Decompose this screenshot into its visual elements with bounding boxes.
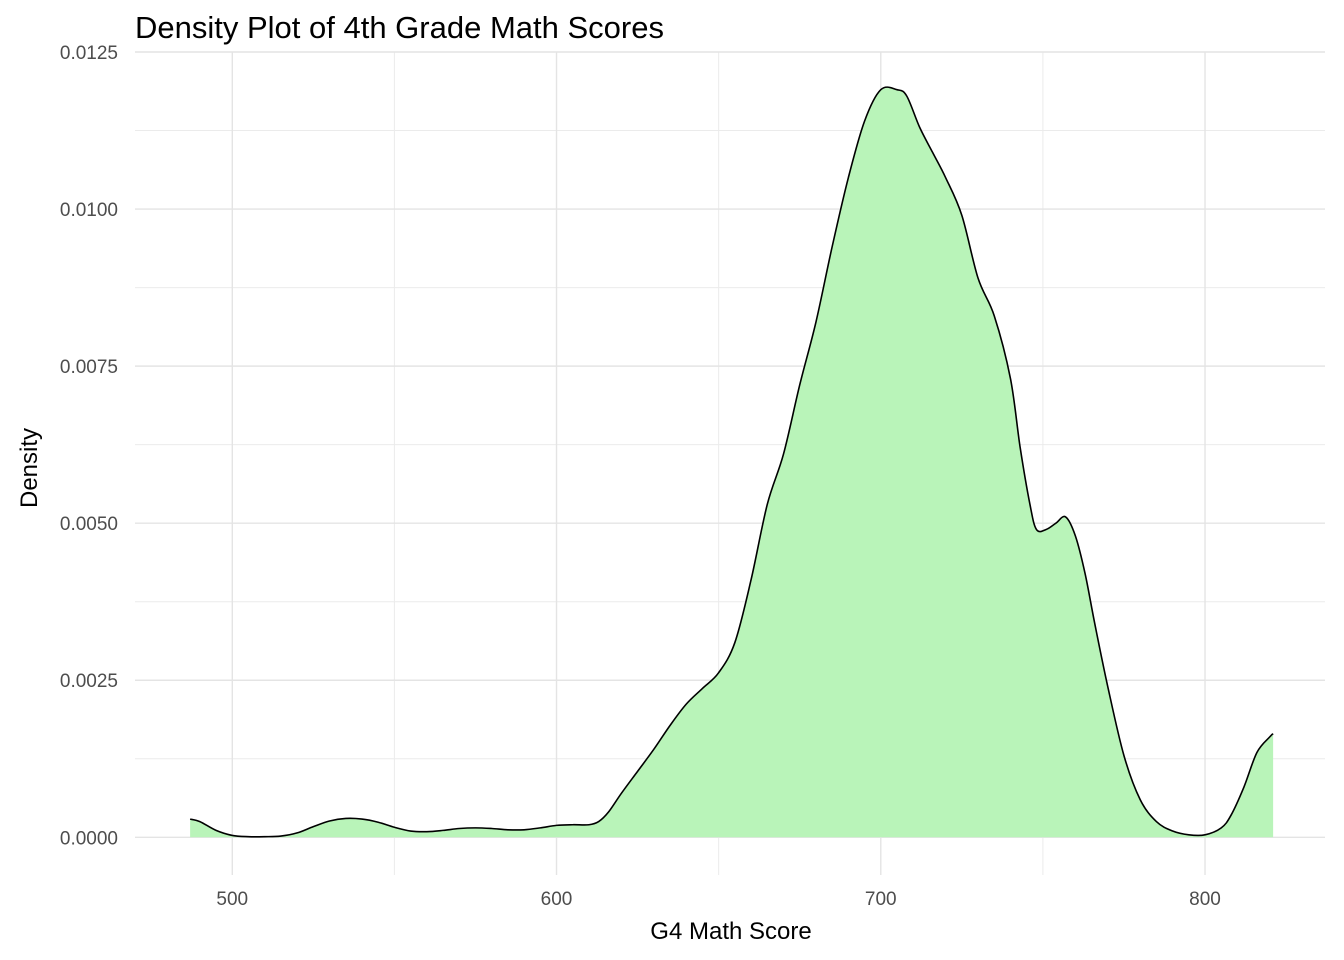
y-tick-label: 0.0000: [60, 828, 118, 849]
x-axis-ticks: 500 600 700 800: [216, 889, 1220, 910]
density-layer: [189, 86, 1274, 838]
y-tick-label: 0.0075: [60, 357, 118, 378]
density-area: [190, 87, 1274, 838]
y-tick-label: 0.0100: [60, 200, 118, 221]
x-tick-label: 700: [865, 889, 897, 910]
density-line: [189, 86, 1274, 838]
x-tick-label: 500: [216, 889, 248, 910]
y-axis-ticks: 0.0000 0.0025 0.0050 0.0075 0.0100 0.0125: [60, 43, 118, 849]
chart-title: Density Plot of 4th Grade Math Scores: [135, 10, 664, 45]
x-tick-label: 800: [1189, 889, 1221, 910]
y-axis-title: Density: [16, 428, 43, 508]
x-axis-title: G4 Math Score: [650, 918, 811, 945]
x-tick-label: 600: [541, 889, 573, 910]
y-tick-label: 0.0125: [60, 43, 118, 64]
y-tick-label: 0.0050: [60, 514, 118, 535]
y-tick-label: 0.0025: [60, 671, 118, 692]
